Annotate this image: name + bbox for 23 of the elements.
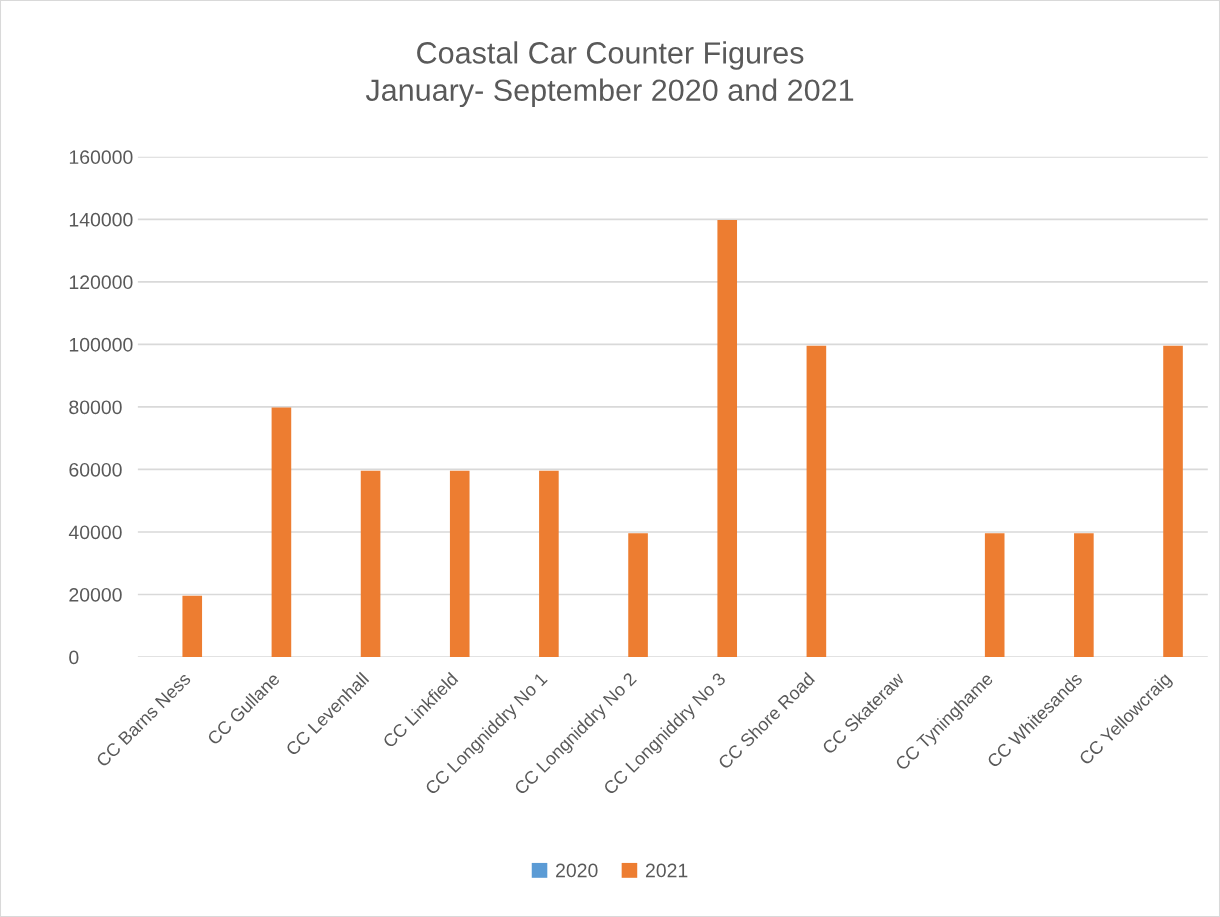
bar [271,407,292,658]
y-tick-label: 0 [69,650,79,665]
bar [360,470,381,658]
chart-title: Coastal Car Counter Figures January- September 2020 and 2021 [365,41,854,108]
y-tick-label: 80000 [69,400,122,415]
bar [539,470,559,658]
bar [984,533,1005,658]
y-tick-label: 140000 [69,212,133,227]
legend-label: 2021 [645,863,688,878]
y-tick-label: 160000 [69,150,133,165]
y-tick-label: 120000 [69,275,133,290]
y-tick-label: 100000 [69,337,133,352]
bar [449,470,470,658]
y-tick-label: 60000 [69,462,122,477]
bar [1074,533,1094,658]
bar [1163,345,1183,658]
bar [806,345,827,658]
bar [717,219,738,658]
bar [182,595,203,658]
y-tick-label: 20000 [69,587,122,602]
y-tick-label: 40000 [68,525,122,540]
legend-label: 2020 [556,863,598,878]
bar [628,533,648,658]
